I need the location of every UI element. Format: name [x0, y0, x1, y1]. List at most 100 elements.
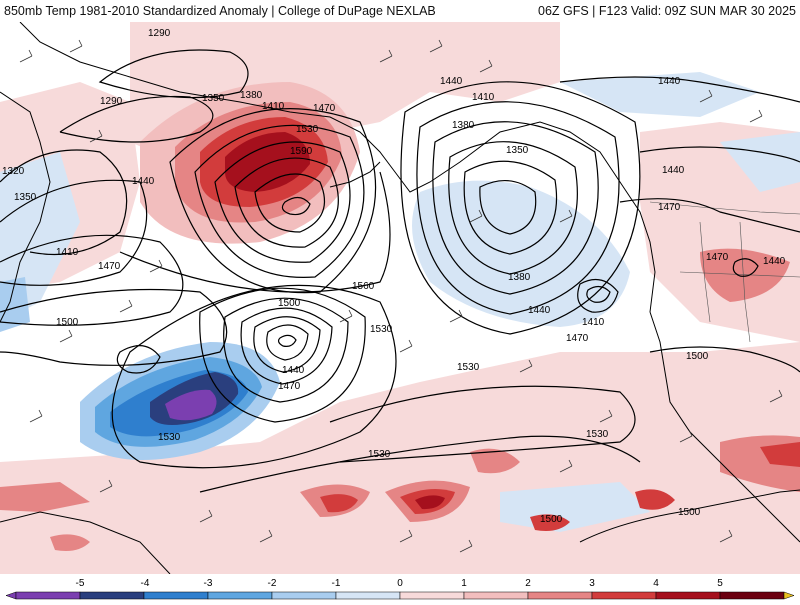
contour-gulf-4 [432, 121, 599, 295]
contour-east-1440b [639, 146, 800, 163]
contour-gulf-6 [400, 81, 641, 335]
contour-low-north-inner [281, 196, 311, 216]
anomaly-neg1-west2 [0, 277, 30, 332]
contour-label: 1350 [14, 192, 37, 203]
contour-label: 1500 [686, 351, 709, 362]
contour-label: 1440 [132, 176, 155, 187]
contour-east-low [732, 258, 759, 277]
border-states2 [739, 221, 751, 343]
colorbar-swatch [271, 591, 337, 600]
anomaly-pos2-southwest [0, 482, 90, 512]
contour-label: 1500 [56, 317, 79, 328]
contour-label: 1350 [202, 93, 225, 104]
contour-1410-west [0, 149, 128, 255]
coastline-asia [0, 91, 51, 323]
contour-low-south-3 [253, 316, 321, 373]
colorbar-tick-label: -2 [268, 578, 277, 589]
anomaly-pos2-sw2 [50, 534, 90, 551]
contour-label: 1590 [290, 146, 313, 157]
colorbar-tick-label: -1 [332, 578, 341, 589]
colorbar-tick-label: -4 [141, 578, 150, 589]
contour-label: 1530 [586, 429, 609, 440]
contour-low-south-inner [277, 334, 297, 347]
anomaly-map: 1290 1290 1350 1380 1410 1470 1530 1590 1320 1350… [0, 22, 800, 574]
colorbar-swatch [399, 591, 465, 600]
contour-low-north-2 [254, 173, 326, 233]
anomaly-pos3-south4 [530, 514, 570, 531]
colorbar-ticks: -5 -4 -3 -2 -1 0 1 2 3 4 5 [76, 578, 724, 589]
contour-1560 [119, 171, 391, 293]
contour-gulf-inner [479, 180, 537, 235]
contour-low-south-5 [223, 297, 349, 403]
contour-label: 1470 [313, 103, 336, 114]
model-run-info: 06Z GFS | F123 Valid: 09Z SUN MAR 30 202… [538, 4, 796, 18]
contour-label: 1500 [278, 298, 301, 309]
border-states1 [699, 221, 711, 323]
contour-label: 1350 [506, 145, 529, 156]
contour-gulf-5 [416, 101, 620, 315]
colorbar-swatch [79, 591, 145, 600]
coastline-south [0, 511, 171, 574]
contour-label: 1410 [262, 101, 285, 112]
coastline-alaska [19, 22, 656, 313]
colorbar-swatch [463, 591, 529, 600]
contour-label: 1530 [368, 449, 391, 460]
colorbar-swatch [655, 591, 721, 600]
colorbar-swatch [527, 591, 593, 600]
colorbar-tick-label: 2 [525, 578, 531, 589]
anomaly-neg5-cold-core [165, 389, 217, 421]
contour-low-north-6 [169, 108, 377, 294]
contour-1530-long [329, 385, 636, 463]
contour-label: 1380 [452, 120, 475, 131]
contour-1530-south2 [199, 435, 641, 493]
colorbar-tick-label: 1 [461, 578, 467, 589]
contour-east-1500 [649, 346, 800, 373]
contour-label: 1530 [158, 432, 181, 443]
anomaly-pos3-east [760, 442, 800, 467]
anomaly-pos2-south3 [470, 448, 520, 474]
colorbar-swatch [591, 591, 657, 600]
contour-label: 1500 [678, 507, 701, 518]
contour-small-low-west [116, 345, 161, 374]
contour-label: 1470 [706, 252, 729, 263]
contour-low-south-4 [240, 307, 333, 385]
contour-label: 1440 [662, 165, 685, 176]
contour-label: 1470 [566, 333, 589, 344]
border-us-canada [649, 201, 800, 215]
coastline-mexico [579, 489, 800, 543]
map-title: 850mb Temp 1981-2010 Standardized Anomal… [4, 4, 436, 18]
contour-label: 1440 [658, 76, 681, 87]
anomaly-pos3-south5 [635, 489, 675, 510]
contour-1350 [59, 95, 214, 143]
contour-label: 1410 [472, 92, 495, 103]
colorbar-tick-label: -3 [204, 578, 213, 589]
colorbar-legend: -5 -4 -3 -2 -1 0 1 2 3 4 5 [0, 574, 800, 600]
contour-label: 1440 [282, 365, 305, 376]
contour-gulf-small-low [586, 285, 611, 303]
wind-barbs [19, 39, 783, 553]
height-contours [0, 49, 800, 493]
contour-1530-south [111, 284, 397, 469]
contour-east-1440 [559, 76, 800, 103]
contour-label: 1530 [370, 324, 393, 335]
header-bar: 850mb Temp 1981-2010 Standardized Anomal… [0, 0, 800, 22]
colorbar-swatch [719, 591, 785, 600]
contour-label: 1530 [457, 362, 480, 373]
contour-gulf-2 [463, 160, 558, 255]
contour-label: 1470 [98, 261, 121, 272]
contour-label: 1530 [296, 124, 319, 135]
coastline-aleutians [329, 161, 381, 188]
anomaly-neg05-canada [720, 132, 800, 192]
colorbar-arrow-high [783, 591, 795, 600]
contour-gulf-small-low2 [577, 278, 619, 313]
contour-low-north-3 [234, 157, 339, 248]
contour-1470-west [0, 234, 184, 326]
contour-east-1470 [619, 198, 800, 233]
contour-1500-west [0, 288, 228, 366]
colorbar-tick-label: 5 [717, 578, 723, 589]
contour-label: 1440 [528, 305, 551, 316]
colorbar-swatch [143, 591, 209, 600]
colorbar-swatch [335, 591, 401, 600]
contour-label: 1410 [582, 317, 605, 328]
